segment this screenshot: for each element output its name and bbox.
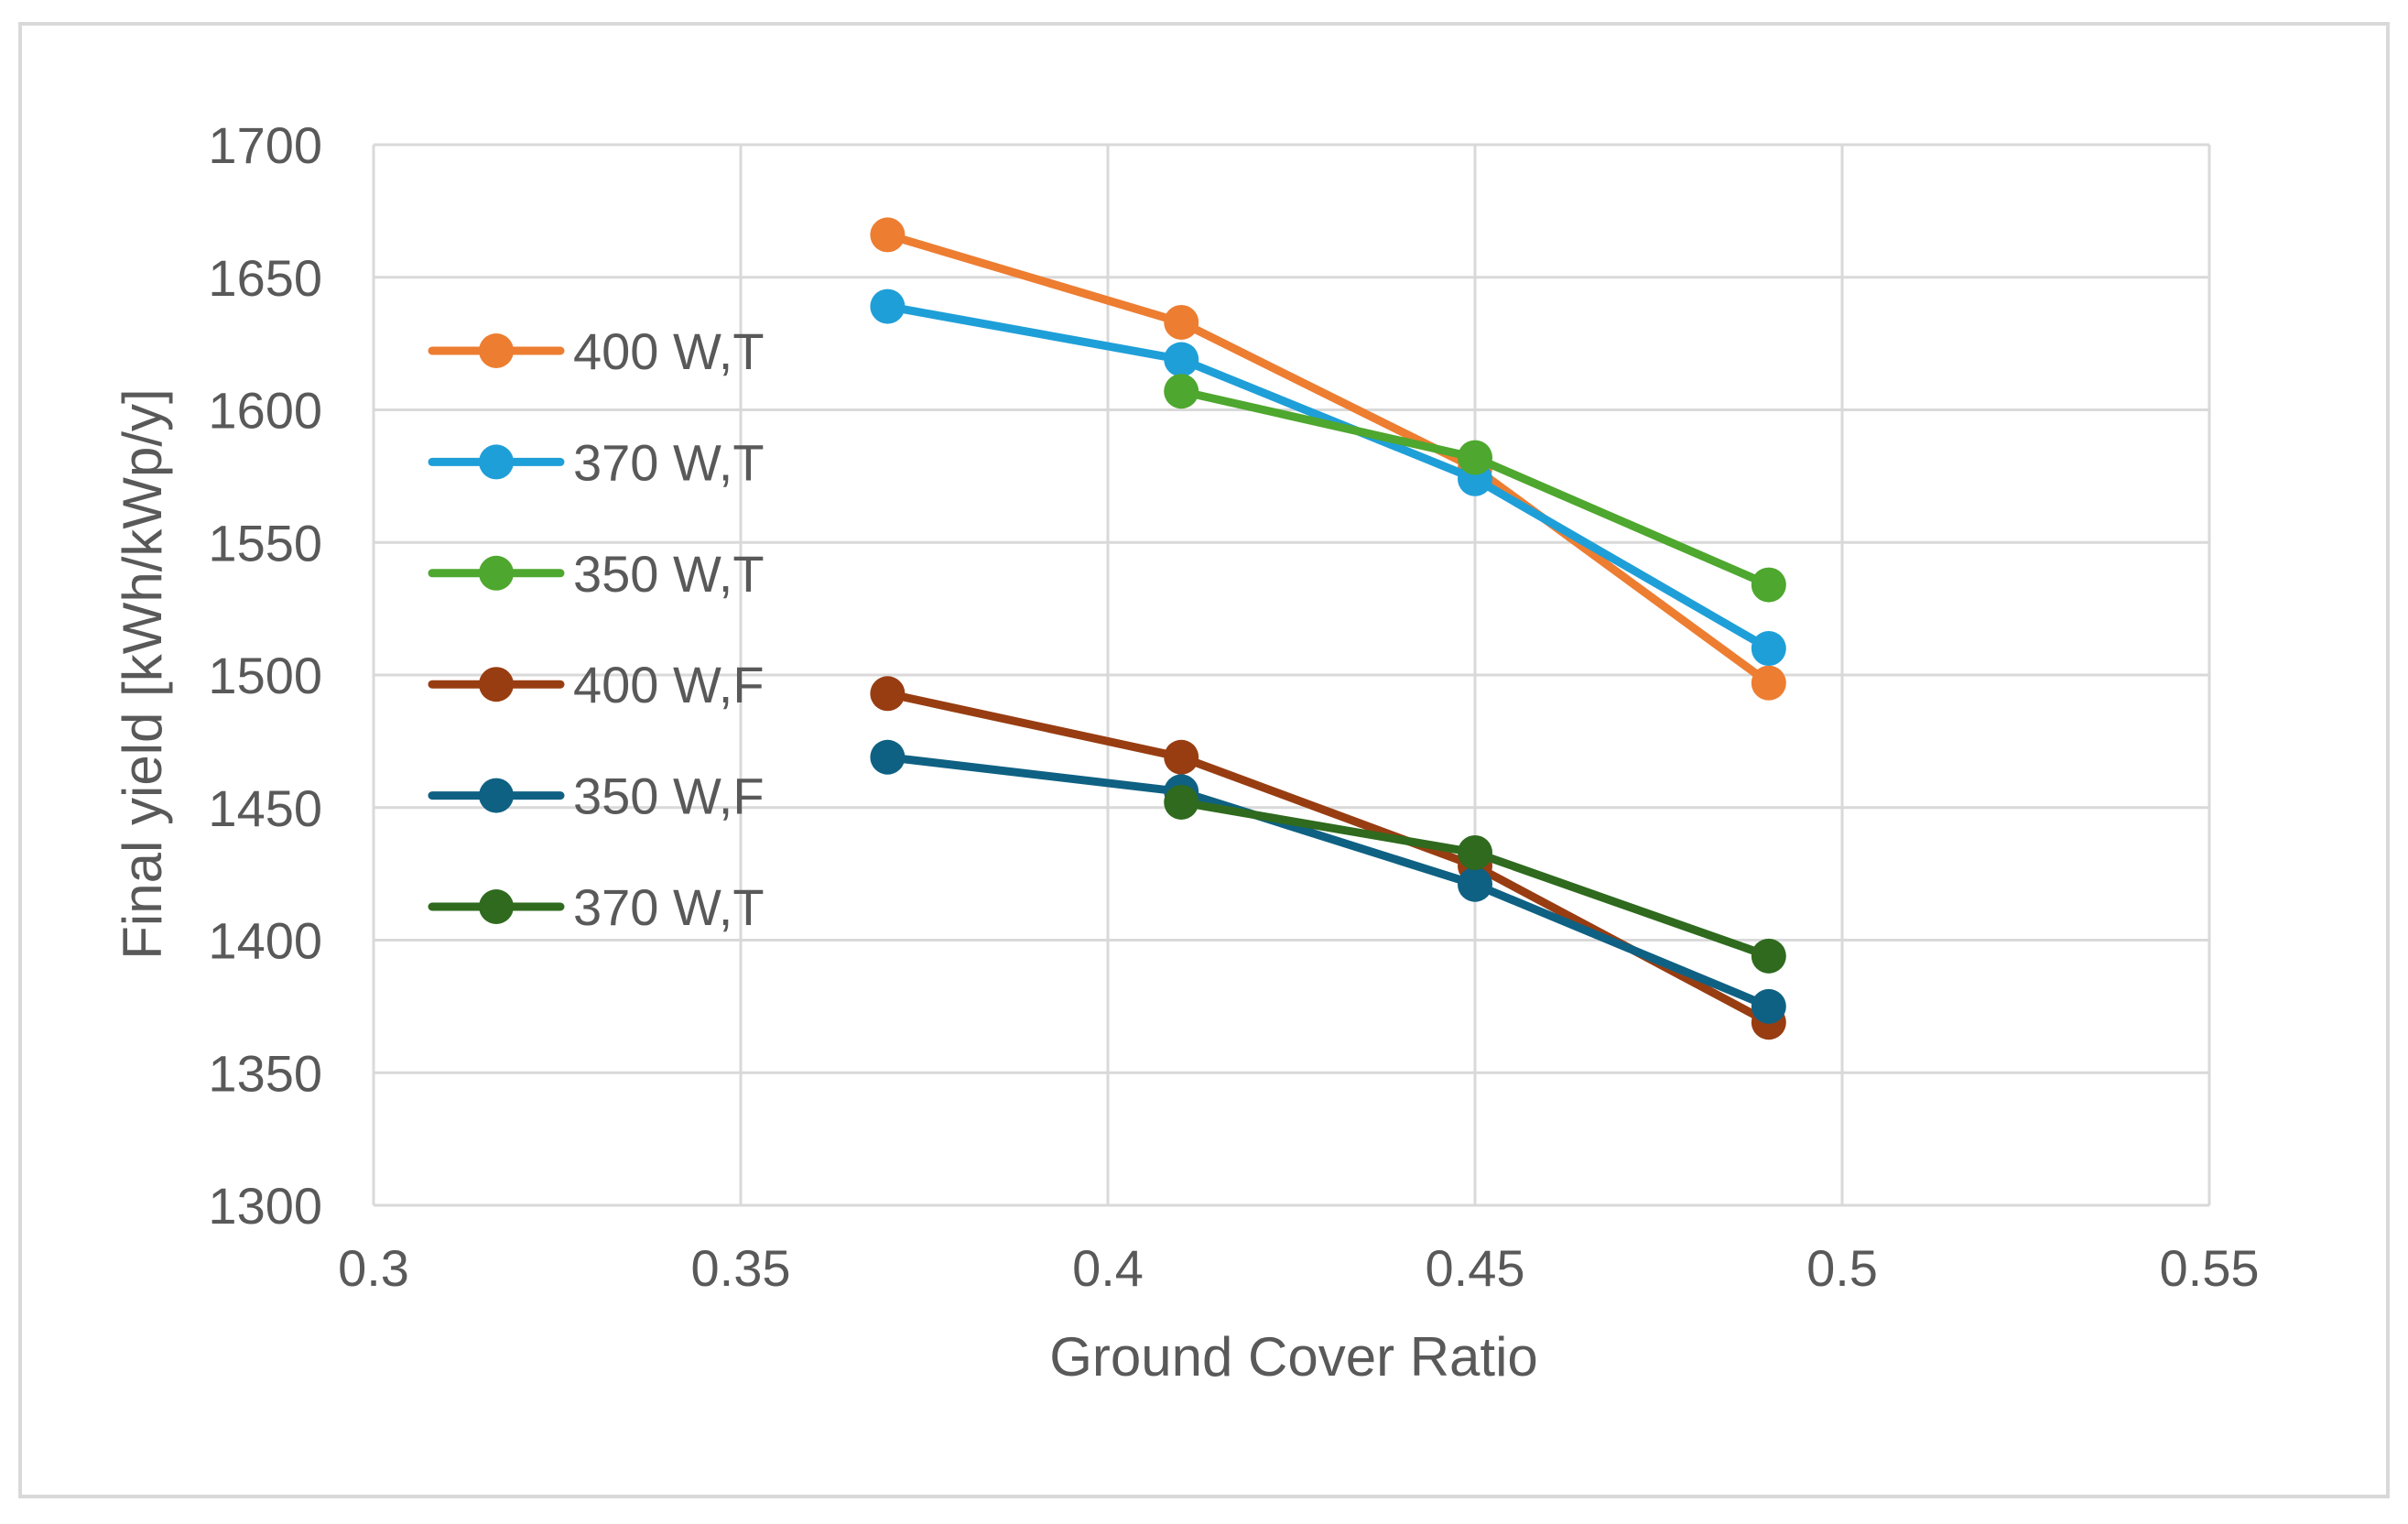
- legend-marker: [479, 444, 514, 480]
- data-point: [870, 739, 906, 775]
- x-tick-label: 0.35: [691, 1239, 791, 1297]
- y-tick-label: 1700: [208, 116, 322, 174]
- data-point: [1164, 784, 1199, 820]
- legend: 400 W,T 370 W,T 350 W,T 400 W,F 350 W,F 370 W…: [428, 322, 765, 936]
- series-3: [870, 676, 1786, 1040]
- series-line: [883, 753, 1773, 1011]
- x-tick-label: 0.4: [1072, 1239, 1144, 1297]
- legend-item: 370 W,T: [428, 878, 765, 936]
- series-5: [1164, 784, 1786, 974]
- data-point: [1164, 374, 1199, 409]
- data-point: [870, 217, 906, 253]
- y-axis-title: Final yield [kWh/kWp/y]: [112, 388, 173, 959]
- data-point: [1458, 440, 1492, 475]
- legend-item: 350 W,T: [428, 545, 765, 603]
- legend-label: 350 W,F: [573, 767, 765, 825]
- y-tick-label: 1550: [208, 514, 322, 572]
- data-point: [1164, 304, 1199, 340]
- data-point: [1164, 342, 1199, 377]
- y-tick-label: 1400: [208, 912, 322, 970]
- data-point: [870, 288, 906, 324]
- legend-marker: [479, 667, 514, 702]
- series-2: [1164, 374, 1786, 603]
- x-tick-label: 0.45: [1426, 1239, 1525, 1297]
- series-line: [883, 302, 1773, 653]
- y-tick-label: 1650: [208, 249, 322, 307]
- legend-marker: [479, 778, 514, 813]
- tick-labels: 1300 1350 1400 1450 1500 1550 1600 1650 1700 0.3 0…: [208, 116, 2259, 1297]
- y-tick-label: 1350: [208, 1044, 322, 1102]
- data-point: [1751, 988, 1786, 1024]
- legend-item: 350 W,F: [428, 767, 765, 825]
- legend-label: 350 W,T: [573, 545, 765, 603]
- legend-marker: [479, 889, 514, 924]
- series-0: [870, 217, 1786, 701]
- legend-label: 370 W,T: [573, 878, 765, 936]
- data-point: [1751, 567, 1786, 603]
- x-axis-title: Ground Cover Ratio: [1049, 1326, 1538, 1388]
- x-tick-label: 0.3: [338, 1239, 409, 1297]
- y-tick-label: 1600: [208, 382, 322, 440]
- legend-marker: [479, 555, 514, 591]
- legend-label: 400 W,F: [573, 656, 765, 713]
- y-tick-label: 1500: [208, 647, 322, 704]
- legend-item: 370 W,T: [428, 433, 765, 491]
- series-4: [870, 739, 1786, 1024]
- chart-frame: [18, 22, 2390, 1498]
- x-tick-label: 0.55: [2160, 1239, 2260, 1297]
- series-1: [870, 288, 1786, 667]
- legend-item: 400 W,F: [428, 656, 765, 713]
- data-point: [870, 676, 906, 712]
- legend-label: 400 W,T: [573, 322, 765, 380]
- series-lines: [870, 217, 1786, 1040]
- y-tick-label: 1450: [208, 779, 322, 837]
- data-point: [1751, 631, 1786, 667]
- series-line: [883, 689, 1773, 1027]
- y-tick-label: 1300: [208, 1177, 322, 1235]
- data-point: [1751, 938, 1786, 974]
- gridlines: [372, 143, 2211, 1207]
- data-point: [1458, 866, 1492, 902]
- series-line: [883, 230, 1773, 688]
- data-point: [1751, 665, 1786, 701]
- x-tick-label: 0.5: [1806, 1239, 1878, 1297]
- legend-label: 370 W,T: [573, 433, 765, 491]
- data-point: [1164, 739, 1199, 775]
- legend-marker: [479, 333, 514, 368]
- legend-item: 400 W,T: [428, 322, 765, 380]
- data-point: [1458, 834, 1492, 870]
